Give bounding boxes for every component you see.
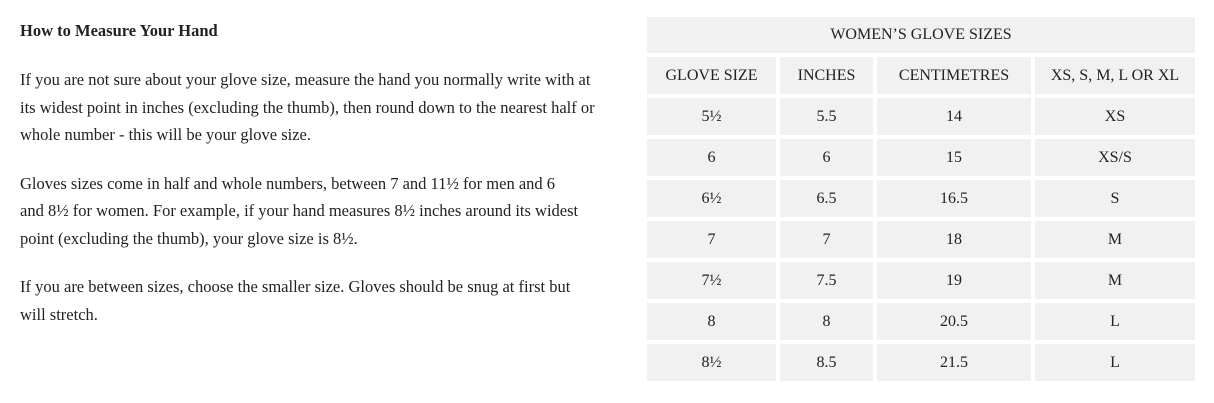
table-cell: M [1035,221,1195,258]
paragraph: Gloves sizes come in half and whole numb… [20,173,579,248]
glove-size-table: WOMEN’S GLOVE SIZES GLOVE SIZE INCHES CE… [643,13,1199,385]
section-heading: How to Measure Your Hand [20,21,218,40]
column-header: INCHES [780,57,873,94]
table-cell: 16.5 [877,180,1031,217]
table-row: 8½ 8.5 21.5 L [647,344,1195,381]
table-cell: L [1035,344,1195,381]
table-cell: 7½ [647,262,776,299]
table-cell: 14 [877,98,1031,135]
table-cell: 8½ [647,344,776,381]
table-row: 7 7 18 M [647,221,1195,258]
table-row: 6 6 15 XS/S [647,139,1195,176]
paragraph: If you are not sure about your glove siz… [20,70,595,144]
table-cell: 8 [780,303,873,340]
table-cell: 8 [647,303,776,340]
table-cell: 6 [647,139,776,176]
table-cell: 5.5 [780,98,873,135]
table-cell: 7 [647,221,776,258]
table-cell: M [1035,262,1195,299]
table-row: 8 8 20.5 L [647,303,1195,340]
table-title: WOMEN’S GLOVE SIZES [647,17,1195,53]
column-header: XS, S, M, L OR XL [1035,57,1195,94]
column-header: CENTIMETRES [877,57,1031,94]
table-cell: 15 [877,139,1031,176]
table-row: 6½ 6.5 16.5 S [647,180,1195,217]
paragraph: If you are between sizes, choose the sma… [20,277,571,324]
column-header: GLOVE SIZE [647,57,776,94]
table-cell: XS [1035,98,1195,135]
table-cell: 21.5 [877,344,1031,381]
table-cell: 6½ [647,180,776,217]
table-cell: 19 [877,262,1031,299]
table-row: 5½ 5.5 14 XS [647,98,1195,135]
table-cell: L [1035,303,1195,340]
table-cell: 7 [780,221,873,258]
table-cell: 5½ [647,98,776,135]
measure-instructions: How to Measure Your Hand If you are not … [20,18,620,349]
table-header-row: GLOVE SIZE INCHES CENTIMETRES XS, S, M, … [647,57,1195,94]
table-cell: 7.5 [780,262,873,299]
table-row: 7½ 7.5 19 M [647,262,1195,299]
table-cell: XS/S [1035,139,1195,176]
table-cell: 18 [877,221,1031,258]
table-cell: 6.5 [780,180,873,217]
table-cell: 20.5 [877,303,1031,340]
table-cell: S [1035,180,1195,217]
table-cell: 6 [780,139,873,176]
table-cell: 8.5 [780,344,873,381]
